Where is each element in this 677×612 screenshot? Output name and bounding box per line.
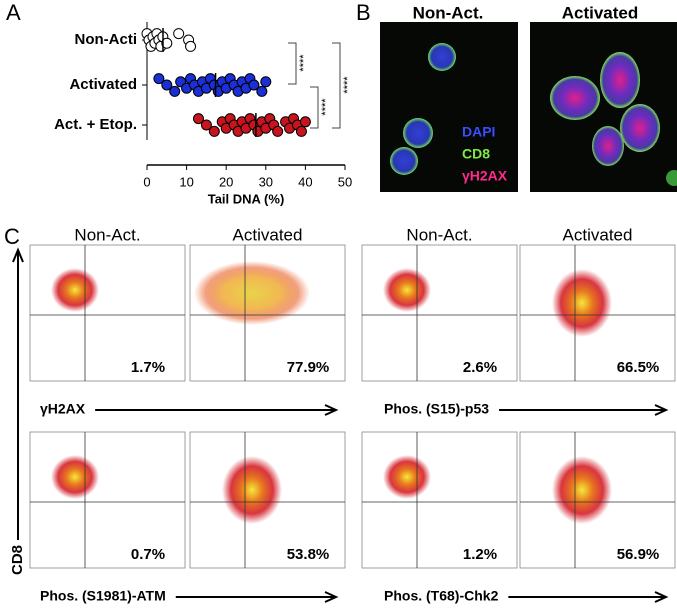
x-axis-label: Tail DNA (%) — [208, 191, 285, 206]
x-tick-label: 0 — [143, 174, 150, 189]
significance: **** — [342, 76, 354, 94]
x-tick-label: 40 — [298, 174, 312, 189]
x-axis-label: Phos. (T68)-Chk2 — [384, 588, 499, 604]
data-point — [161, 79, 173, 91]
axis-arrow — [95, 404, 339, 416]
x-tick-label: 20 — [219, 174, 233, 189]
data-point — [153, 73, 165, 85]
cell-density — [222, 456, 282, 524]
x-axis-label: Phos. (S15)-p53 — [384, 401, 489, 417]
data-point — [248, 79, 260, 91]
cell-density — [51, 455, 99, 499]
data-point — [200, 119, 212, 131]
cell-density — [51, 268, 99, 312]
axis-arrow — [175, 591, 339, 603]
x-tick-label: 30 — [259, 174, 273, 189]
percent-label: 2.6% — [463, 359, 497, 376]
data-point — [173, 28, 185, 40]
percent-label: 1.7% — [131, 359, 165, 376]
flow-plot — [29, 244, 186, 382]
x-tick-label: 10 — [179, 174, 193, 189]
cell-density — [194, 261, 310, 325]
data-point — [299, 116, 311, 128]
percent-label: 77.9% — [287, 359, 330, 376]
column-title: Activated — [562, 3, 639, 22]
percent-label: 1.2% — [463, 546, 497, 563]
micrograph — [530, 22, 677, 192]
cell-density — [552, 456, 612, 524]
data-point — [161, 37, 173, 49]
column-title: Non-Act. — [413, 3, 484, 22]
category-label: Non-Acti — [75, 31, 138, 48]
legend-label: γH2AX — [462, 168, 508, 184]
legend-label: DAPI — [462, 124, 495, 140]
x-axis-label: Phos. (S1981)-ATM — [40, 588, 166, 604]
data-point — [208, 125, 220, 137]
x-tick-label: 50 — [338, 174, 352, 189]
data-point — [192, 113, 204, 125]
panel-label: B — [356, 0, 371, 25]
significance: **** — [320, 98, 332, 116]
percent-label: 66.5% — [617, 359, 660, 376]
data-point — [260, 76, 272, 88]
flow-plot — [361, 244, 518, 382]
cell-density — [383, 455, 431, 499]
x-axis-label: γH2AX — [40, 401, 86, 417]
panel-label: C — [4, 224, 20, 249]
flow-plot — [29, 431, 186, 569]
cells — [390, 43, 677, 186]
axis-arrow — [508, 591, 669, 603]
cell-density — [383, 268, 431, 312]
y-axis-label: CD8 — [9, 545, 26, 575]
axis-arrow — [499, 404, 669, 416]
data-point — [169, 85, 181, 97]
data-point — [295, 125, 307, 137]
panel-label: A — [6, 0, 21, 25]
legend-label: CD8 — [462, 146, 490, 162]
category-label: Activated — [69, 76, 137, 93]
data-point — [256, 85, 268, 97]
percent-label: 53.8% — [287, 546, 330, 563]
column-title: Non-Act. — [74, 225, 140, 244]
significance: **** — [298, 54, 310, 72]
column-title: Activated — [233, 225, 303, 244]
percent-label: 56.9% — [617, 546, 660, 563]
column-title: Activated — [563, 225, 633, 244]
column-title: Non-Act. — [406, 225, 472, 244]
data-point — [272, 125, 284, 137]
cell-density — [552, 269, 612, 337]
percent-label: 0.7% — [131, 546, 165, 563]
data-point — [185, 40, 197, 52]
flow-plot — [361, 431, 518, 569]
axis-arrow — [12, 247, 24, 540]
brackets — [288, 42, 341, 129]
flow-plot — [519, 244, 676, 382]
category-label: Act. + Etop. — [54, 116, 137, 133]
